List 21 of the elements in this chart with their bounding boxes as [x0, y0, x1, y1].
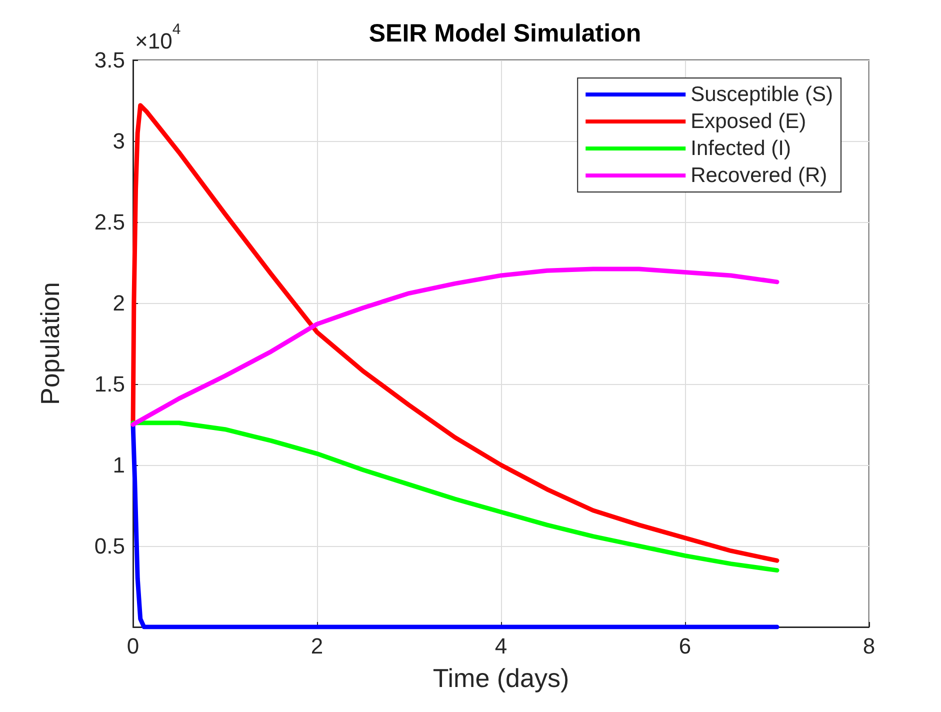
x-tick-label: 2: [310, 634, 324, 658]
x-tick-label: 8: [862, 634, 876, 658]
legend-label: Exposed (E): [690, 110, 806, 133]
x-tick-label: 4: [494, 634, 508, 658]
legend-label: Recovered (R): [690, 164, 828, 187]
y-tick-label: 3: [112, 128, 125, 154]
y-tick-label: 3.5: [94, 48, 125, 72]
x-axis-title: Time (days): [432, 663, 570, 693]
x-tick-label: 0: [126, 634, 140, 658]
x-tick-label: 6: [678, 634, 692, 658]
chart-title: SEIR Model Simulation: [368, 20, 642, 48]
y-axis-title: Population: [35, 282, 65, 405]
y-tick-label: 0.5: [94, 534, 125, 558]
line-series: [130, 420, 780, 573]
line-series: [130, 266, 780, 427]
y-tick-label: 2.5: [94, 210, 125, 234]
y-tick-label: 2: [112, 290, 125, 316]
legend-label: Infected (I): [690, 137, 791, 160]
y-tick-label: 1: [112, 452, 125, 478]
y-tick-label: 1.5: [94, 372, 125, 396]
legend-label: Susceptible (S): [690, 83, 834, 106]
